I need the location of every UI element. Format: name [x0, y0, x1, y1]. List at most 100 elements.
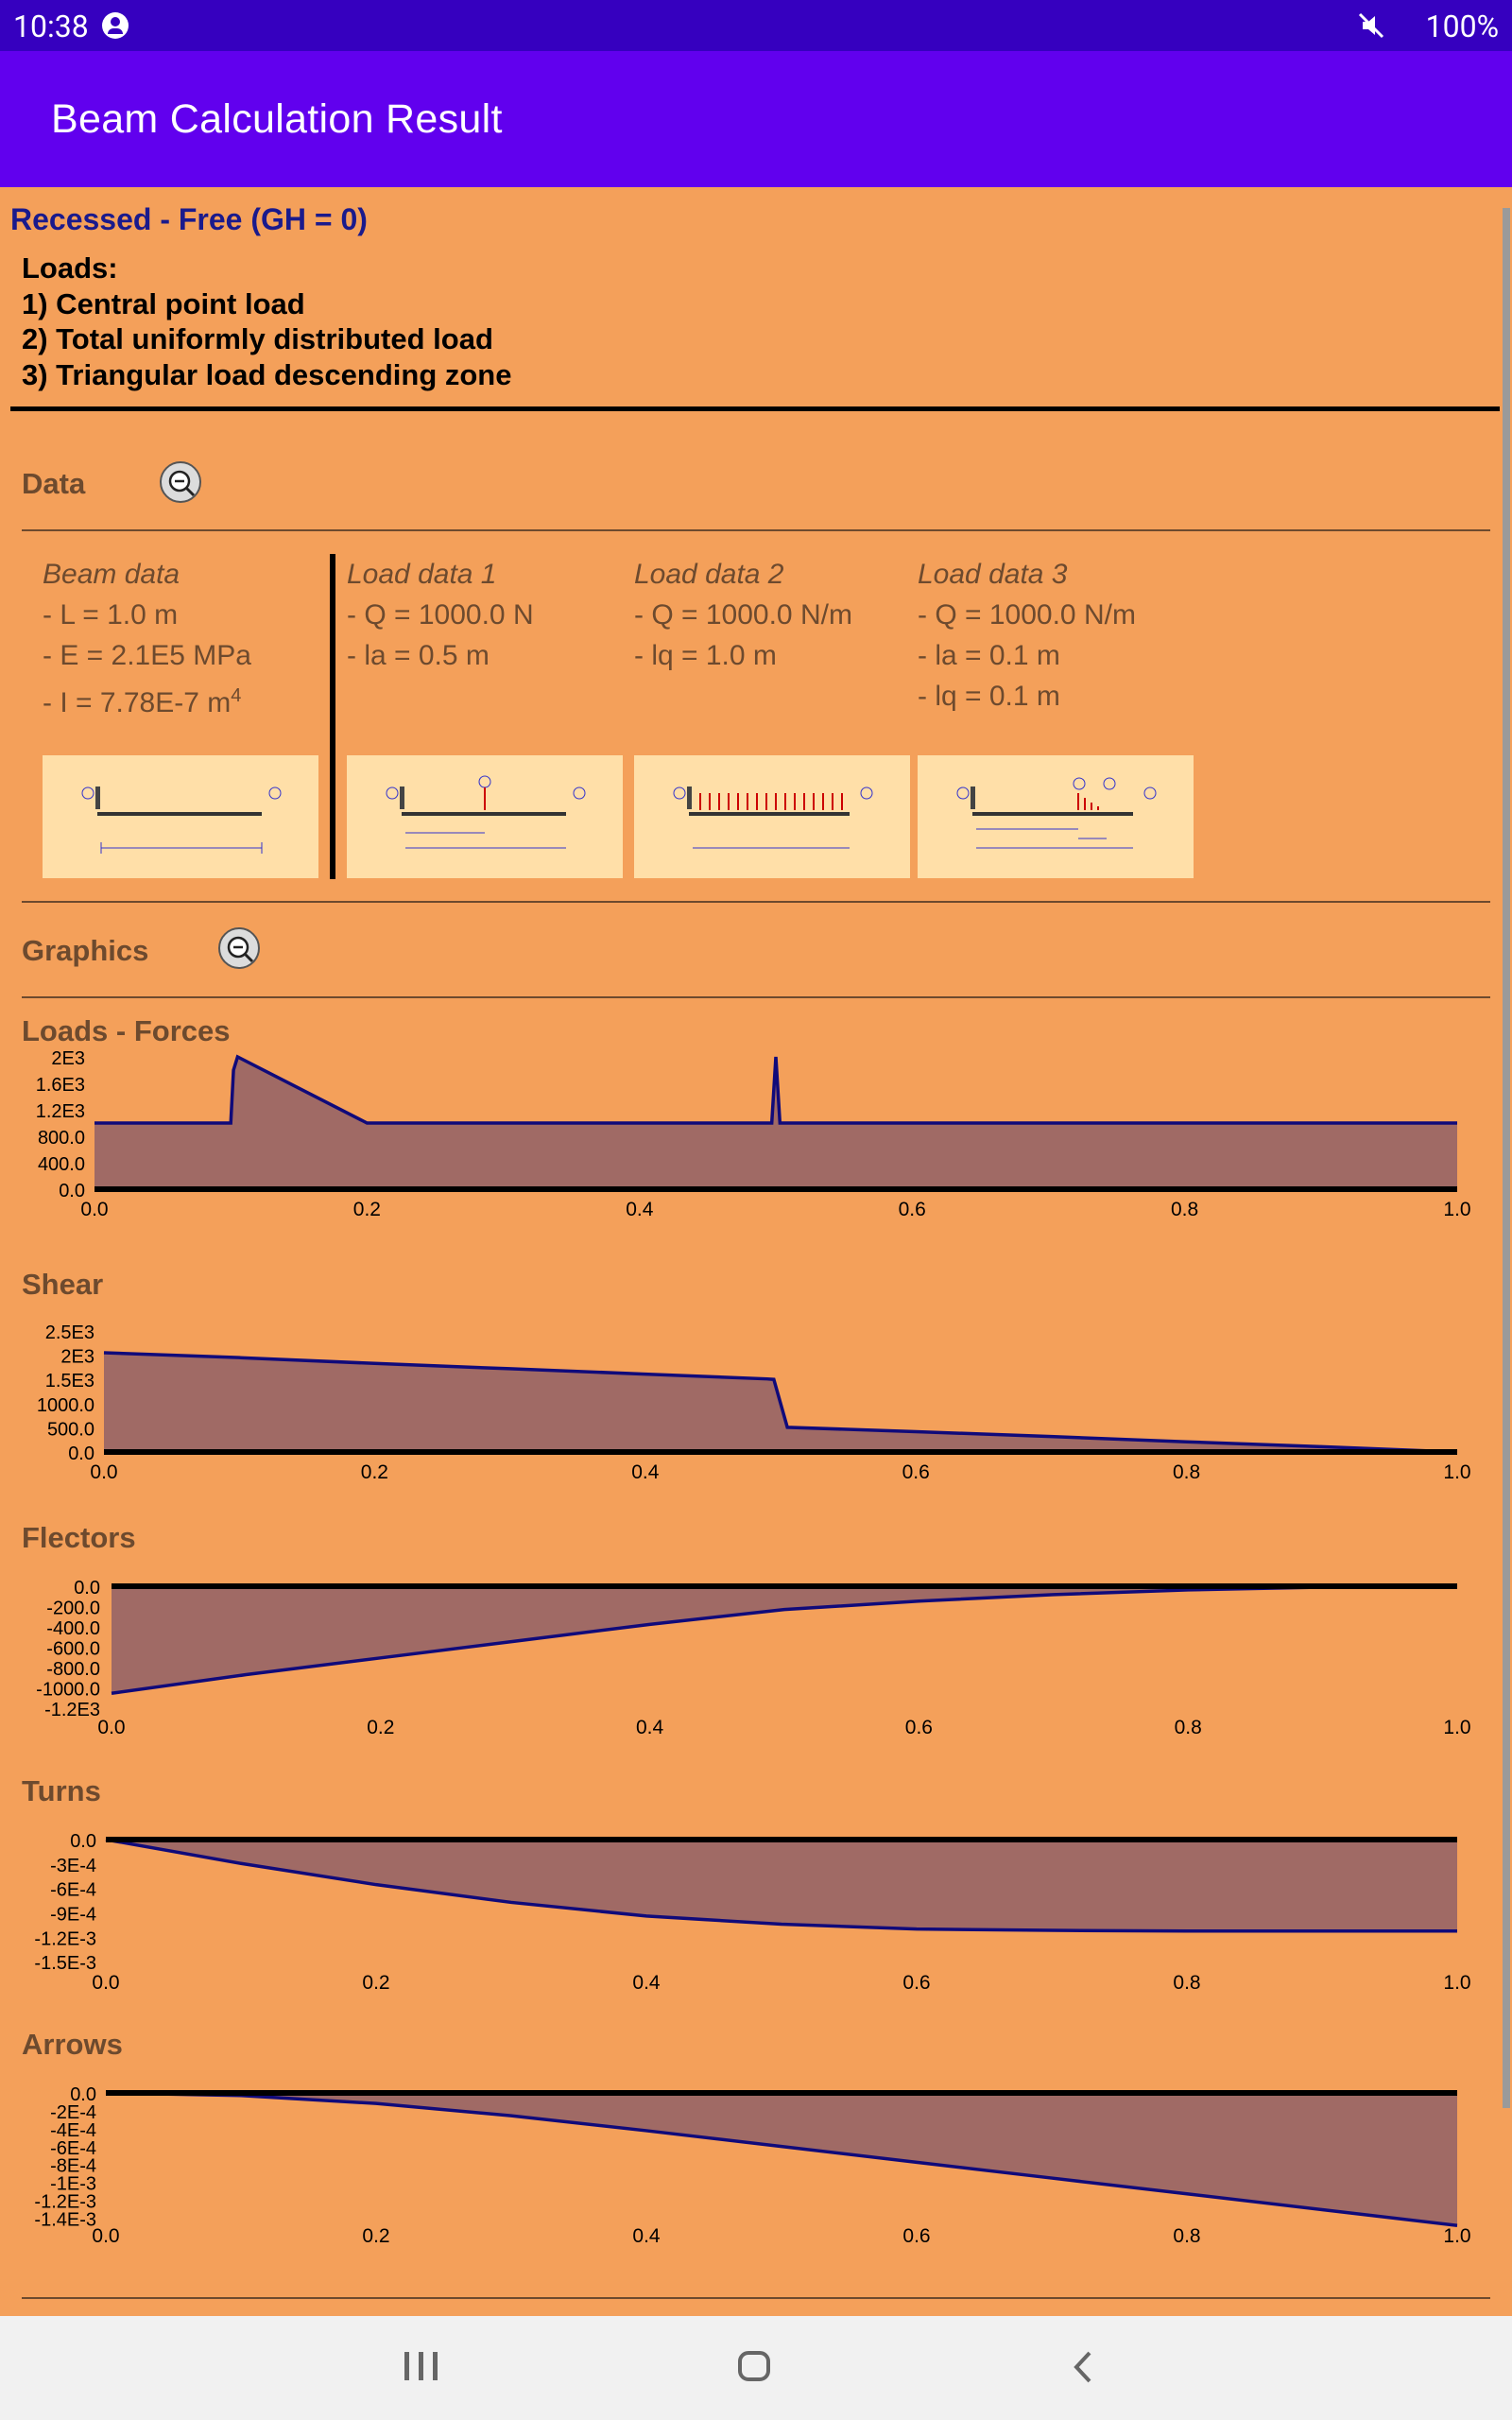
load-data-line: - Q = 1000.0 N — [347, 599, 534, 631]
load-data-3: Load data 3 - Q = 1000.0 N/m - la = 0.1 … — [918, 554, 1136, 717]
y-tick-label: -1.4E-3 — [34, 2210, 96, 2231]
x-tick-label: 0.4 — [632, 1972, 661, 1994]
home-button[interactable] — [738, 2351, 770, 2381]
x-tick-label: 0.2 — [362, 2225, 389, 2247]
load-item: 3) Triangular load descending zone — [22, 358, 512, 391]
load-1-diagram-image — [347, 755, 623, 878]
y-tick-label: -1.2E3 — [44, 1700, 100, 1720]
x-tick-label: 1.0 — [1443, 2225, 1470, 2247]
y-tick-label: 0.0 — [59, 1181, 85, 1201]
page-title: Beam Calculation Result — [51, 96, 503, 142]
x-tick-label: 0.6 — [899, 1199, 926, 1220]
chart-title: Flectors — [22, 1521, 136, 1554]
scrollbar[interactable] — [1503, 208, 1510, 2108]
turns-chart: 0.0-3E-4-6E-4-9E-4-1.2E-3-1.5E-30.0 0.2 0.… — [34, 1831, 1470, 1994]
account-icon — [102, 12, 129, 39]
divider — [22, 901, 1490, 903]
back-button[interactable] — [1069, 2350, 1097, 2384]
y-tick-label: -6E-4 — [50, 1880, 96, 1901]
load-3-diagram-image — [918, 755, 1194, 878]
loads-title: Loads: — [22, 251, 118, 285]
y-tick-label: -3E-4 — [50, 1856, 96, 1876]
beam-type: Recessed - Free (GH = 0) — [10, 202, 368, 236]
y-tick-label: -9E-4 — [50, 1904, 96, 1925]
load-2-diagram-image — [634, 755, 910, 878]
y-tick-label: -400.0 — [46, 1618, 100, 1639]
arrows-chart: 0.0-2E-4-4E-4-6E-4-8E-4-1E-3-1.2E-3-1.4E… — [34, 2084, 1470, 2247]
series-area — [104, 1353, 1457, 1452]
series-area — [106, 1840, 1457, 1931]
y-tick-label: -8E-4 — [50, 2156, 96, 2177]
x-tick-label: 0.6 — [905, 1717, 933, 1738]
chart-title: Arrows — [22, 2028, 123, 2061]
load-data-2: Load data 2 - Q = 1000.0 N/m - lq = 1.0 … — [634, 554, 852, 676]
x-tick-label: 0.2 — [361, 1461, 388, 1483]
chart-title: Turns — [22, 1774, 101, 1807]
beam-data: Beam data - L = 1.0 m - E = 2.1E5 MPa - … — [43, 554, 251, 723]
x-tick-label: 0.6 — [902, 1461, 930, 1483]
load-data-1: Load data 1 - Q = 1000.0 N - la = 0.5 m — [347, 554, 534, 676]
column-separator — [330, 554, 335, 879]
graphics-section-label: Graphics — [22, 934, 149, 967]
x-tick-label: 0.0 — [80, 1199, 108, 1220]
y-tick-label: 1000.0 — [37, 1395, 94, 1416]
x-tick-label: 0.4 — [636, 1717, 664, 1738]
x-tick-label: 0.0 — [92, 1972, 119, 1994]
x-tick-label: 0.2 — [362, 1972, 389, 1994]
y-tick-label: 400.0 — [38, 1154, 85, 1175]
x-tick-label: 0.8 — [1173, 1972, 1200, 1994]
load-data-line: - la = 0.1 m — [918, 640, 1060, 671]
x-tick-label: 1.0 — [1443, 1199, 1470, 1220]
series-line — [105, 2091, 1458, 2227]
x-tick-label: 0.6 — [902, 1972, 930, 1994]
x-tick-label: 1.0 — [1443, 1972, 1470, 1994]
app-bar: Beam Calculation Result — [0, 51, 1512, 187]
y-tick-label: 2E3 — [51, 1048, 85, 1069]
divider — [22, 996, 1490, 998]
x-tick-label: 0.8 — [1173, 2225, 1200, 2247]
series-area — [106, 2093, 1457, 2226]
y-tick-label: -1000.0 — [36, 1680, 100, 1701]
x-tick-label: 0.0 — [90, 1461, 117, 1483]
x-tick-label: 1.0 — [1443, 1717, 1470, 1738]
x-tick-label: 0.4 — [626, 1199, 654, 1220]
y-tick-label: 1.5E3 — [45, 1371, 94, 1392]
zoom-out-graphics-button[interactable] — [218, 927, 260, 969]
beam-data-line: - E = 2.1E5 MPa — [43, 640, 251, 671]
y-tick-label: -1.5E-3 — [34, 1953, 96, 1974]
x-tick-label: 0.8 — [1175, 1717, 1202, 1738]
x-tick-label: 0.0 — [97, 1717, 125, 1738]
y-tick-label: -6E-4 — [50, 2138, 96, 2159]
x-tick-label: 0.6 — [902, 2225, 930, 2247]
battery-level: 100% — [1425, 9, 1499, 44]
y-tick-label: 0.0 — [74, 1578, 100, 1599]
beam-diagram-image — [43, 755, 318, 878]
x-tick-label: 0.8 — [1171, 1199, 1198, 1220]
load-item: 1) Central point load — [22, 287, 305, 320]
loads-forces-chart: 2E3 1.6E3 1.2E3 800.0 400.0 0.00.0 0.2 0.4 0.6 0.… — [36, 1048, 1471, 1220]
divider — [22, 2297, 1490, 2299]
series-line — [94, 1054, 1457, 1125]
y-tick-label: 2.5E3 — [45, 1322, 94, 1343]
load-data-3-heading: Load data 3 — [918, 559, 1068, 590]
y-tick-label: -200.0 — [46, 1599, 100, 1619]
chart-title: Loads - Forces — [22, 1014, 231, 1047]
y-tick-label: 1.6E3 — [36, 1075, 85, 1096]
y-tick-label: -4E-4 — [50, 2120, 96, 2141]
recent-apps-button[interactable] — [404, 2352, 438, 2380]
x-tick-label: 0.2 — [353, 1199, 381, 1220]
x-tick-label: 0.2 — [367, 1717, 394, 1738]
status-bar: 10:38 100% — [0, 0, 1512, 51]
beam-data-line: - I = 7.78E-7 m4 — [43, 685, 242, 718]
series-line — [103, 1351, 1458, 1454]
zoom-out-icon — [168, 470, 196, 497]
mute-icon — [1358, 12, 1384, 39]
y-tick-label: -1.2E-3 — [34, 1928, 96, 1949]
navigation-bar — [0, 2316, 1512, 2420]
chart-title: Shear — [22, 1268, 104, 1301]
zoom-out-data-button[interactable] — [160, 461, 201, 503]
result-content[interactable]: Recessed - Free (GH = 0) Loads: 1) Centr… — [0, 187, 1512, 2316]
series-line — [105, 1838, 1457, 1933]
shear-chart: 2.5E3 2E3 1.5E3 1000.0 500.0 0.00.0 0.2 0.4 0.6 0… — [37, 1322, 1471, 1483]
y-tick-label: 0.0 — [70, 2084, 96, 2105]
